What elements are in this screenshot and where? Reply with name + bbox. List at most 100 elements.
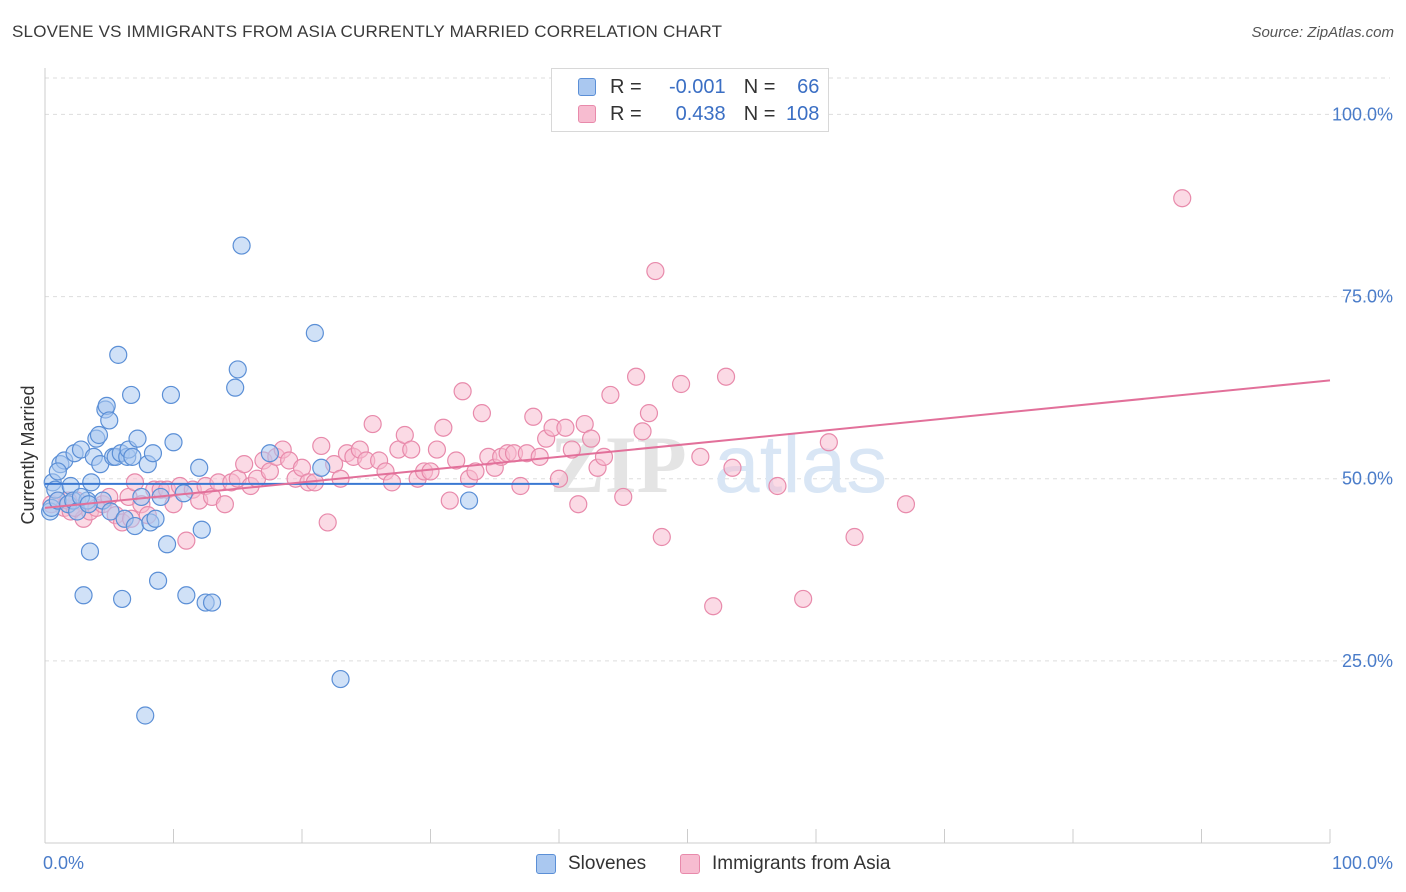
data-point (447, 451, 466, 470)
trend-line-immigrants (44, 379, 1331, 509)
legend-r-label: R = (610, 102, 642, 125)
data-point (164, 433, 183, 452)
data-point (716, 367, 736, 386)
legend-label: Slovenes (568, 853, 647, 874)
data-point (161, 385, 181, 405)
legend-r-value: 0.438 (675, 102, 726, 125)
data-point (691, 447, 710, 466)
correlation-legend: R = -0.001 N = 66 R = 0.438 N = 108 (551, 68, 829, 132)
y-tick-label: 25.0% (1342, 651, 1393, 671)
data-point (646, 261, 665, 281)
legend-n-label: N = (743, 102, 776, 125)
data-point (440, 491, 459, 510)
data-point (723, 458, 742, 477)
data-point (704, 597, 723, 616)
data-point (421, 462, 440, 481)
data-point (633, 422, 652, 441)
bottom-legend-immigrants: Immigrants from Asia (680, 852, 890, 876)
chart-title: SLOVENE VS IMMIGRANTS FROM ASIA CURRENTL… (12, 22, 723, 41)
data-point (402, 440, 421, 459)
legend-n-value: 108 (786, 102, 820, 125)
data-point (100, 411, 119, 430)
y-tick-label: 75.0% (1342, 287, 1393, 307)
data-point (819, 433, 838, 452)
data-point (232, 236, 251, 255)
data-point (228, 360, 247, 379)
data-point (1173, 189, 1192, 208)
watermark-text: atlas (714, 419, 887, 510)
data-point (177, 586, 196, 605)
y-axis-title: Currently Married (18, 385, 38, 524)
data-point (671, 374, 691, 394)
data-point (128, 429, 147, 448)
data-point (82, 473, 101, 492)
data-point (305, 323, 324, 343)
data-point (434, 418, 453, 437)
data-point (472, 404, 491, 423)
data-point (109, 345, 128, 364)
data-point (157, 535, 177, 554)
data-point (125, 516, 145, 536)
data-point (80, 542, 100, 561)
legend-r-value: -0.001 (668, 75, 726, 98)
blue-swatch-icon (578, 78, 596, 96)
data-point (121, 385, 141, 405)
data-point (466, 462, 485, 481)
bottom-legend-slovenes: Slovenes (536, 852, 646, 876)
data-point (896, 495, 916, 514)
data-point (331, 669, 350, 689)
legend-r-label: R = (610, 75, 642, 98)
axes (44, 68, 1331, 844)
legend-row-slovenes: R = -0.001 N = 66 (552, 75, 819, 99)
data-point (215, 495, 234, 514)
data-point (794, 589, 813, 609)
data-point (582, 429, 601, 448)
data-point (556, 418, 575, 437)
data-point (235, 455, 254, 474)
data-point (524, 407, 543, 426)
data-point (845, 527, 864, 547)
data-point (202, 593, 222, 612)
pink-swatch-icon (680, 854, 700, 874)
data-point (312, 458, 331, 477)
data-point (101, 502, 120, 521)
data-point (48, 462, 67, 481)
legend-n-label: N = (743, 75, 776, 98)
data-point (148, 571, 168, 590)
legend-row-immigrants: R = 0.438 N = 108 (552, 102, 819, 126)
axis-labels: 25.0% 50.0% 75.0% 100.0% 0.0% 100.0% Currently… (18, 104, 1393, 873)
series-slovenes (41, 236, 479, 725)
x-tick-label-max: 100.0% (1332, 853, 1393, 873)
data-point (177, 531, 196, 550)
data-point (530, 447, 549, 466)
legend-n-value: 66 (797, 75, 820, 98)
data-point (312, 436, 331, 456)
data-point (459, 491, 479, 510)
data-point (626, 367, 646, 386)
data-point (318, 513, 337, 532)
data-point (652, 527, 671, 547)
trend-lines (44, 379, 1331, 509)
y-tick-label: 100.0% (1332, 104, 1393, 124)
data-point (146, 509, 165, 528)
data-point (226, 378, 245, 397)
data-point (190, 458, 209, 477)
data-point (427, 440, 447, 459)
legend-label: Immigrants from Asia (712, 853, 891, 874)
y-tick-label: 50.0% (1342, 469, 1393, 489)
data-point (89, 425, 109, 445)
data-point (768, 476, 787, 496)
data-point (123, 447, 142, 466)
data-point (74, 586, 93, 605)
data-point (363, 414, 382, 434)
series-immigrants-from-asia (42, 189, 1192, 616)
pink-swatch-icon (578, 105, 596, 123)
data-point (511, 476, 530, 496)
data-point (382, 473, 402, 492)
blue-swatch-icon (536, 854, 556, 874)
data-point (112, 589, 132, 609)
data-point (453, 382, 472, 401)
data-point (136, 706, 155, 725)
x-tick-label-min: 0.0% (43, 853, 84, 873)
